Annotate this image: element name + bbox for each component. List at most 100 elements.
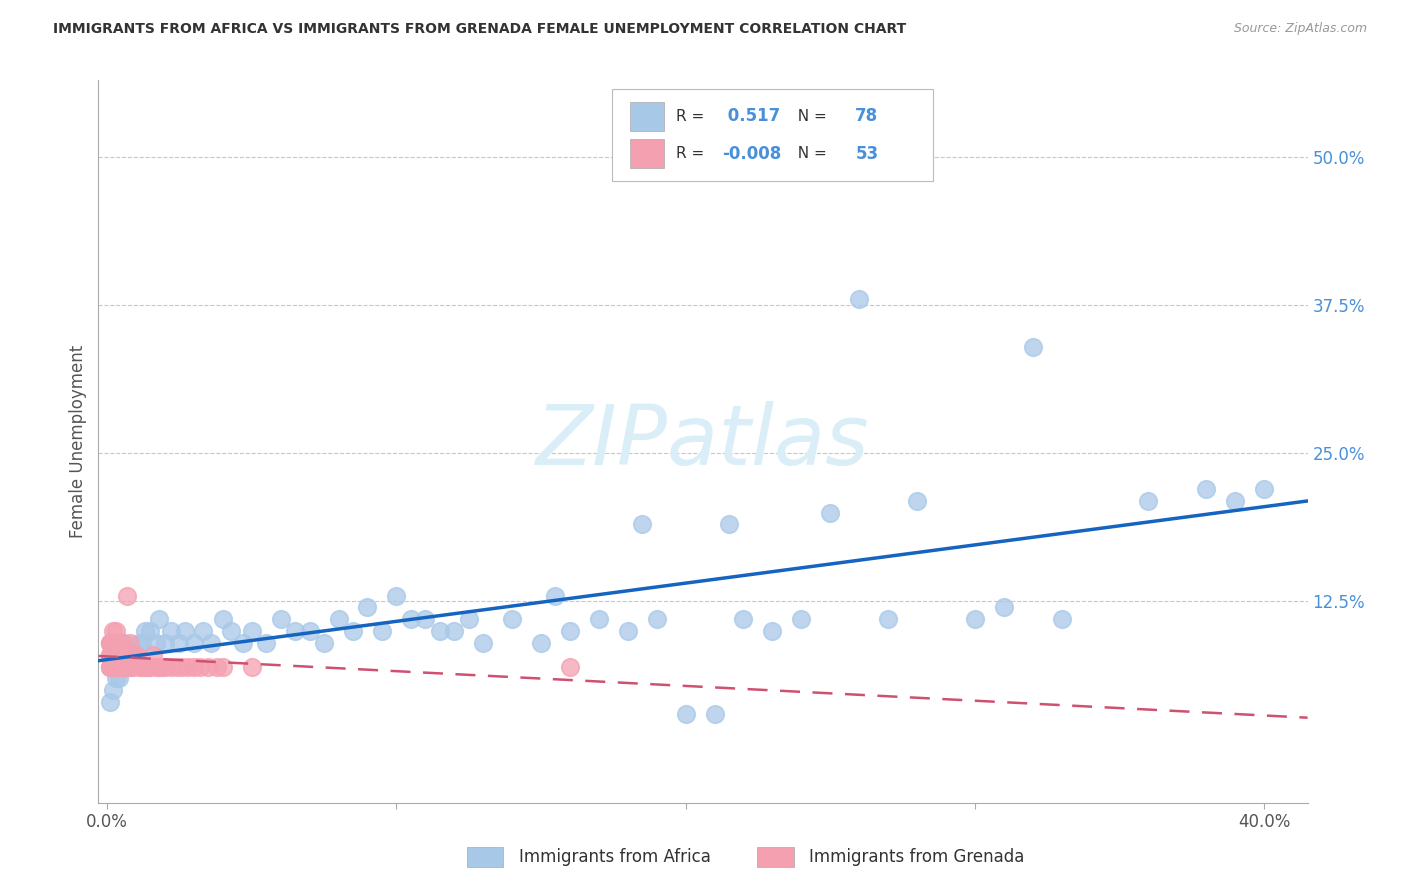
Point xyxy=(107,636,129,650)
Point xyxy=(645,612,668,626)
Point xyxy=(153,659,176,673)
Text: N =: N = xyxy=(787,109,831,124)
Point xyxy=(240,624,263,638)
Point xyxy=(848,293,870,307)
Point xyxy=(191,624,214,638)
Point xyxy=(328,612,350,626)
Point xyxy=(110,659,132,673)
Y-axis label: Female Unemployment: Female Unemployment xyxy=(69,345,87,538)
Point xyxy=(558,659,581,673)
Text: 0.517: 0.517 xyxy=(723,107,780,126)
Point xyxy=(240,659,263,673)
Point xyxy=(631,517,654,532)
Point xyxy=(342,624,364,638)
Point xyxy=(501,612,523,626)
Point xyxy=(101,659,124,673)
Point xyxy=(101,659,124,673)
Text: -0.008: -0.008 xyxy=(723,145,782,163)
Point xyxy=(131,659,153,673)
Point xyxy=(221,624,243,638)
Point xyxy=(101,648,124,662)
Point xyxy=(110,636,132,650)
Point xyxy=(1022,340,1045,354)
FancyBboxPatch shape xyxy=(758,847,794,867)
Point xyxy=(107,636,129,650)
FancyBboxPatch shape xyxy=(613,89,932,181)
Point xyxy=(104,624,127,638)
Point xyxy=(104,648,127,662)
Point xyxy=(122,659,145,673)
Point xyxy=(174,624,197,638)
Point xyxy=(820,506,842,520)
Point xyxy=(114,659,136,673)
Point xyxy=(166,659,188,673)
Point xyxy=(905,493,928,508)
Point xyxy=(993,600,1015,615)
FancyBboxPatch shape xyxy=(630,139,664,169)
Point xyxy=(114,636,136,650)
Point xyxy=(98,636,121,650)
Point xyxy=(125,648,148,662)
Point xyxy=(675,706,697,721)
Point xyxy=(148,659,170,673)
Point xyxy=(104,659,127,673)
Point xyxy=(150,659,173,673)
Text: Immigrants from Grenada: Immigrants from Grenada xyxy=(810,848,1025,866)
Point xyxy=(443,624,465,638)
Text: Source: ZipAtlas.com: Source: ZipAtlas.com xyxy=(1233,22,1367,36)
Point xyxy=(183,636,205,650)
Point xyxy=(1253,482,1275,496)
Point xyxy=(104,636,127,650)
Point xyxy=(733,612,755,626)
Point xyxy=(142,648,165,662)
Point xyxy=(120,636,142,650)
Point xyxy=(98,659,121,673)
Point xyxy=(211,659,233,673)
Point xyxy=(200,636,222,650)
Text: Immigrants from Africa: Immigrants from Africa xyxy=(519,848,711,866)
Point xyxy=(197,659,219,673)
Point xyxy=(761,624,783,638)
Point xyxy=(558,624,581,638)
Point xyxy=(312,636,335,650)
Point xyxy=(134,624,156,638)
Point xyxy=(1195,482,1218,496)
Point xyxy=(371,624,394,638)
Point xyxy=(114,648,136,662)
Point xyxy=(385,589,408,603)
Point xyxy=(188,659,211,673)
Point xyxy=(98,695,121,709)
Point xyxy=(298,624,321,638)
Point xyxy=(101,659,124,673)
Point xyxy=(122,648,145,662)
Point xyxy=(110,636,132,650)
Point xyxy=(136,659,159,673)
FancyBboxPatch shape xyxy=(630,102,664,131)
Point xyxy=(110,659,132,673)
Point xyxy=(107,659,129,673)
Point xyxy=(544,589,567,603)
Point xyxy=(104,648,127,662)
Point xyxy=(145,636,167,650)
Point xyxy=(472,636,495,650)
Point xyxy=(232,636,254,650)
Point xyxy=(153,636,176,650)
Point xyxy=(177,659,200,673)
Point xyxy=(134,659,156,673)
FancyBboxPatch shape xyxy=(467,847,503,867)
Text: 53: 53 xyxy=(855,145,879,163)
Point xyxy=(211,612,233,626)
Point xyxy=(254,636,277,650)
Point xyxy=(122,648,145,662)
Point xyxy=(284,624,307,638)
Point xyxy=(617,624,640,638)
Point xyxy=(356,600,378,615)
Point xyxy=(148,612,170,626)
Point xyxy=(588,612,610,626)
Point xyxy=(117,589,139,603)
Point xyxy=(128,636,150,650)
Point xyxy=(963,612,986,626)
Text: 78: 78 xyxy=(855,107,879,126)
Point xyxy=(172,659,194,673)
Point xyxy=(98,659,121,673)
